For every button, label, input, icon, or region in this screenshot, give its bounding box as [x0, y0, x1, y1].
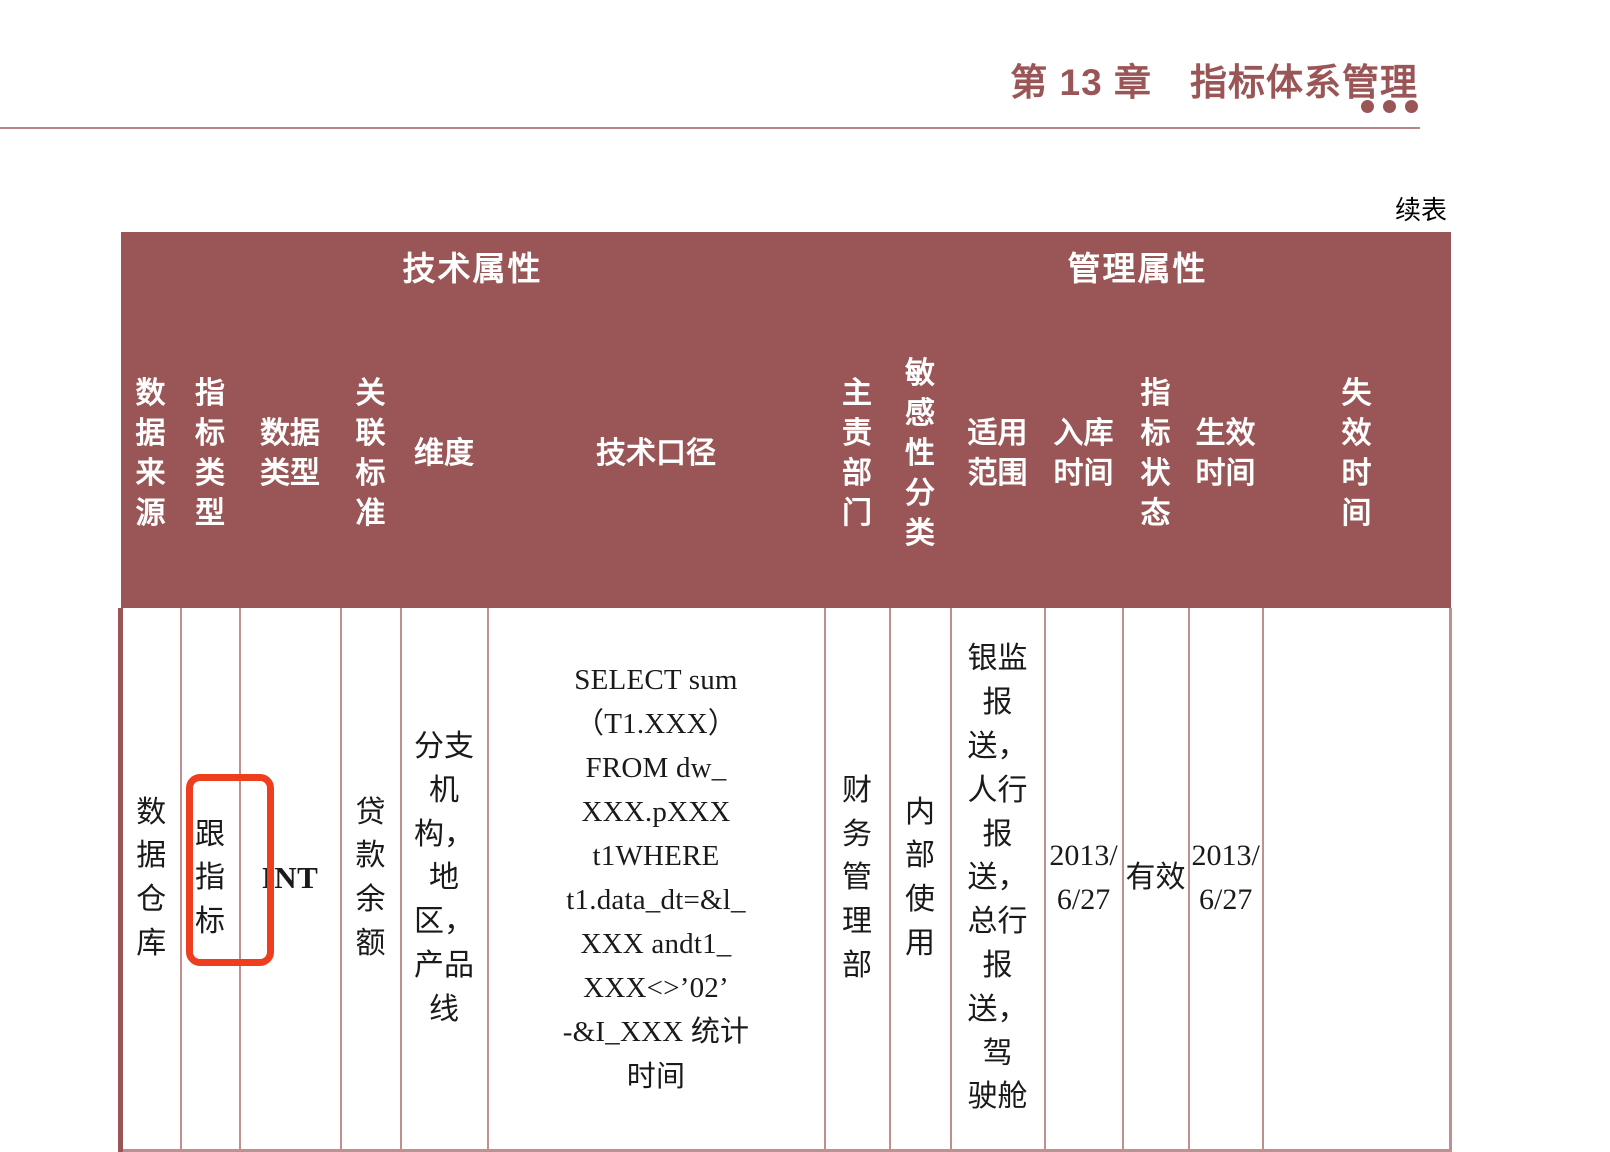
- col-header-label: 失 效 时 间: [1341, 377, 1372, 530]
- table-continued-caption: 续表: [1394, 195, 1447, 225]
- cell-value: 内 部 使 用: [905, 795, 936, 961]
- cell-indicator-type: 跟 指 标: [179, 608, 241, 1152]
- col-header-label: 数 据 来 源: [135, 377, 166, 530]
- col-header-sensitivity-class: 敏 感 性 分 类: [889, 300, 951, 608]
- table-column-header-row: 数 据 来 源 指 标 类 型 数据 类型 关 联 标 准 维度 技术口径 主 …: [120, 300, 1451, 608]
- table-row: 数 据 仓 库 跟 指 标 INT 贷 款 余 额 分支 机构， 地区， 产品 …: [118, 608, 1453, 1152]
- cell-owner-department: 财 务 管 理 部: [823, 608, 891, 1152]
- cell-applicable-scope: 银监报 送， 人行 报送， 总行报 送，驾 驶舱: [949, 608, 1046, 1152]
- header-dots-decoration: [1361, 100, 1418, 113]
- chapter-title: 第 13 章 指标体系管理: [1010, 62, 1418, 103]
- cell-value: 2013/ 6/27: [1049, 839, 1118, 917]
- cell-sensitivity-class: 内 部 使 用: [888, 608, 952, 1152]
- header-dot-icon: [1361, 100, 1374, 113]
- table-group-header-row: 技术属性 管理属性: [120, 232, 1451, 300]
- cell-value: 银监报 送， 人行 报送， 总行报 送，驾 驶舱: [967, 642, 1028, 1114]
- cell-value: 跟 指 标: [195, 817, 225, 939]
- cell-dimension: 分支 机构， 地区， 产品 线: [399, 608, 489, 1152]
- cell-value: INT: [261, 860, 319, 896]
- cell-expiry-time: [1261, 608, 1453, 1152]
- col-header-label: 指 标 类 型: [195, 377, 225, 530]
- col-header-label: 技术口径: [596, 437, 717, 471]
- col-header-dimension: 维度: [400, 300, 488, 608]
- cell-value: 2013/ 6/27: [1191, 839, 1260, 917]
- col-header-label: 入库 时间: [1053, 417, 1114, 490]
- group-header-management-attributes: 管理属性: [824, 232, 1451, 300]
- col-header-indicator-type: 指 标 类 型: [180, 300, 240, 608]
- cell-effective-time: 2013/ 6/27: [1187, 608, 1264, 1152]
- header-dot-icon: [1405, 100, 1418, 113]
- cell-value: 分支 机构， 地区， 产品 线: [414, 729, 474, 1026]
- col-header-technical-caliber: 技术口径: [487, 300, 825, 608]
- table-body: 数 据 仓 库 跟 指 标 INT 贷 款 余 额 分支 机构， 地区， 产品 …: [118, 608, 1453, 1152]
- cell-value: SELECT sum （T1.XXX） FROM dw_ XXX.pXXX t1…: [562, 663, 750, 1093]
- col-header-label: 维度: [414, 437, 474, 471]
- cell-value: 贷 款 余 额: [355, 795, 386, 961]
- col-header-label: 适用 范围: [967, 417, 1028, 490]
- group-header-technical-attributes: 技术属性: [120, 232, 825, 300]
- cell-load-time: 2013/ 6/27: [1043, 608, 1124, 1152]
- col-header-expiry-time: 失 效 时 间: [1262, 300, 1451, 608]
- indicator-attribute-table: 技术属性 管理属性 数 据 来 源 指 标 类 型 数据 类型 关 联 标 准 …: [118, 232, 1453, 1152]
- col-header-related-standard: 关 联 标 准: [340, 300, 401, 608]
- cell-value: 财 务 管 理 部: [842, 773, 873, 982]
- cell-value: 数 据 仓 库: [136, 795, 167, 961]
- col-header-owner-department: 主 责 部 门: [824, 300, 890, 608]
- col-header-load-time: 入库 时间: [1044, 300, 1123, 608]
- cell-value: 有效: [1125, 861, 1186, 895]
- cell-data-type: INT: [238, 608, 342, 1152]
- col-header-label: 数据 类型: [260, 417, 320, 490]
- col-header-indicator-status: 指 标 状 态: [1122, 300, 1189, 608]
- col-header-data-type: 数据 类型: [239, 300, 341, 608]
- header-dot-icon: [1383, 100, 1396, 113]
- col-header-label: 关 联 标 准: [355, 377, 386, 530]
- running-head: 第 13 章 指标体系管理: [0, 0, 1610, 140]
- col-header-applicable-scope: 适用 范围: [950, 300, 1045, 608]
- cell-technical-caliber: SELECT sum （T1.XXX） FROM dw_ XXX.pXXX t1…: [486, 608, 826, 1152]
- cell-data-source: 数 据 仓 库: [118, 608, 182, 1152]
- col-header-label: 敏 感 性 分 类: [905, 357, 936, 550]
- cell-indicator-status: 有效: [1121, 608, 1190, 1152]
- col-header-data-source: 数 据 来 源: [120, 300, 181, 608]
- cell-related-standard: 贷 款 余 额: [339, 608, 402, 1152]
- col-header-label: 指 标 状 态: [1140, 377, 1171, 530]
- header-rule-divider: [0, 127, 1420, 129]
- col-header-label: 主 责 部 门: [842, 377, 873, 530]
- col-header-effective-time: 生效 时间: [1188, 300, 1263, 608]
- table-head: 技术属性 管理属性 数 据 来 源 指 标 类 型 数据 类型 关 联 标 准 …: [120, 232, 1451, 608]
- col-header-label: 生效 时间: [1195, 417, 1256, 490]
